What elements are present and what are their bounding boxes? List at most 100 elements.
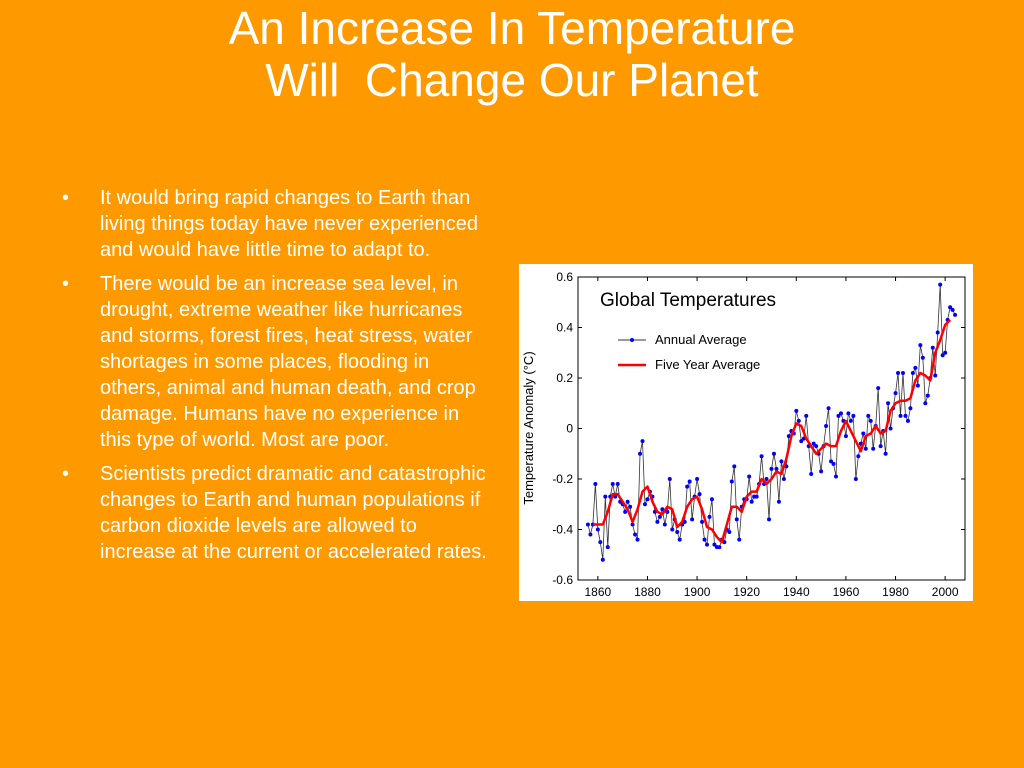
annual-point: [781, 477, 786, 481]
x-tick-label: 1960: [833, 585, 860, 599]
annual-point: [794, 408, 799, 413]
annual-point: [905, 418, 910, 423]
annual-point: [769, 466, 774, 471]
annual-point: [896, 370, 901, 375]
annual-point: [776, 499, 781, 504]
x-tick-label: 1880: [634, 585, 661, 599]
annual-point: [908, 406, 913, 411]
y-axis-label: Temperature Anomaly (°C): [521, 351, 536, 504]
annual-point: [843, 434, 848, 439]
title-line: Will Change Our Planet: [265, 54, 759, 106]
annual-point: [950, 307, 955, 312]
annual-point: [767, 517, 772, 522]
annual-point: [933, 373, 938, 378]
bullet: Scientists predict dramatic and catastro…: [62, 461, 495, 565]
annual-point: [925, 393, 930, 398]
annual-point: [630, 522, 635, 527]
annual-point: [667, 477, 672, 481]
annual-point: [662, 522, 667, 527]
annual-point: [677, 537, 682, 542]
annual-point: [747, 474, 752, 479]
annual-point: [826, 406, 831, 411]
annual-point: [910, 370, 915, 375]
x-tick-label: 1940: [783, 585, 810, 599]
annual-point: [600, 557, 605, 562]
annual-point: [665, 509, 670, 514]
annual-point: [605, 545, 610, 550]
annual-point: [831, 461, 836, 466]
annual-point: [920, 355, 925, 360]
title-line: An Increase In Temperature: [228, 2, 796, 54]
y-tick-label: 0.2: [556, 371, 573, 385]
annual-point: [886, 401, 891, 406]
annual-point: [804, 413, 809, 418]
annual-point: [585, 522, 590, 527]
x-tick-label: 1900: [684, 585, 711, 599]
y-tick-label: 0: [566, 422, 573, 436]
annual-point: [796, 418, 801, 423]
annual-point: [705, 542, 709, 547]
annual-point: [625, 499, 630, 504]
annual-point: [638, 451, 643, 456]
annual-point: [717, 545, 722, 550]
y-tick-label: 0.6: [556, 270, 573, 284]
annual-point: [866, 413, 871, 418]
annual-point: [856, 454, 861, 459]
bullet-list: It would bring rapid changes to Earth th…: [62, 185, 502, 573]
annual-point: [709, 497, 714, 502]
annual-point: [754, 494, 759, 499]
x-tick-label: 2000: [932, 585, 959, 599]
annual-point: [871, 446, 876, 451]
annual-point: [655, 519, 660, 524]
annual-point: [918, 343, 923, 348]
annual-point: [935, 330, 940, 335]
annual-point: [640, 439, 645, 444]
annual-point: [642, 502, 647, 507]
annual-point: [628, 504, 633, 509]
annual-point: [764, 477, 769, 481]
legend-label: Five Year Average: [655, 357, 760, 372]
bullet: It would bring rapid changes to Earth th…: [62, 185, 495, 263]
y-tick-label: -0.4: [552, 523, 573, 537]
slide-title: An Increase In Temperature Will Change O…: [0, 2, 1024, 106]
annual-point: [685, 484, 690, 489]
annual-point: [690, 517, 695, 522]
annual-point: [930, 345, 935, 350]
annual-point: [729, 479, 734, 484]
annual-point: [819, 469, 824, 474]
annual-point: [799, 439, 804, 444]
annual-point: [700, 519, 705, 524]
annual-point: [814, 444, 819, 449]
y-tick-label: -0.6: [552, 573, 573, 587]
annual-point: [853, 477, 858, 481]
annual-point: [737, 537, 742, 542]
annual-point: [948, 305, 953, 310]
annual-point: [635, 537, 640, 542]
annual-point: [809, 471, 814, 476]
annual-point: [938, 282, 943, 287]
annual-point: [598, 540, 603, 545]
annual-point: [913, 365, 918, 370]
legend-marker: [630, 338, 634, 342]
annual-point: [878, 444, 883, 449]
y-tick-label: -0.2: [552, 472, 573, 486]
annual-point: [779, 459, 784, 464]
annual-point: [771, 451, 776, 456]
annual-point: [613, 494, 618, 499]
x-tick-label: 1920: [733, 585, 760, 599]
annual-point: [811, 441, 816, 446]
annual-point: [851, 413, 856, 418]
annual-point: [774, 466, 779, 471]
annual-point: [623, 509, 628, 514]
annual-point: [675, 530, 680, 535]
annual-point: [829, 459, 834, 464]
chart: Global Temperatures Temperature Anomaly …: [519, 264, 973, 601]
annual-point: [888, 426, 893, 431]
x-tick-label: 1860: [584, 585, 611, 599]
annual-point: [846, 411, 851, 416]
average-line: [592, 319, 952, 544]
x-tick-label: 1980: [882, 585, 909, 599]
annual-point: [633, 532, 638, 537]
annual-point: [610, 482, 615, 487]
annual-point: [848, 418, 853, 423]
